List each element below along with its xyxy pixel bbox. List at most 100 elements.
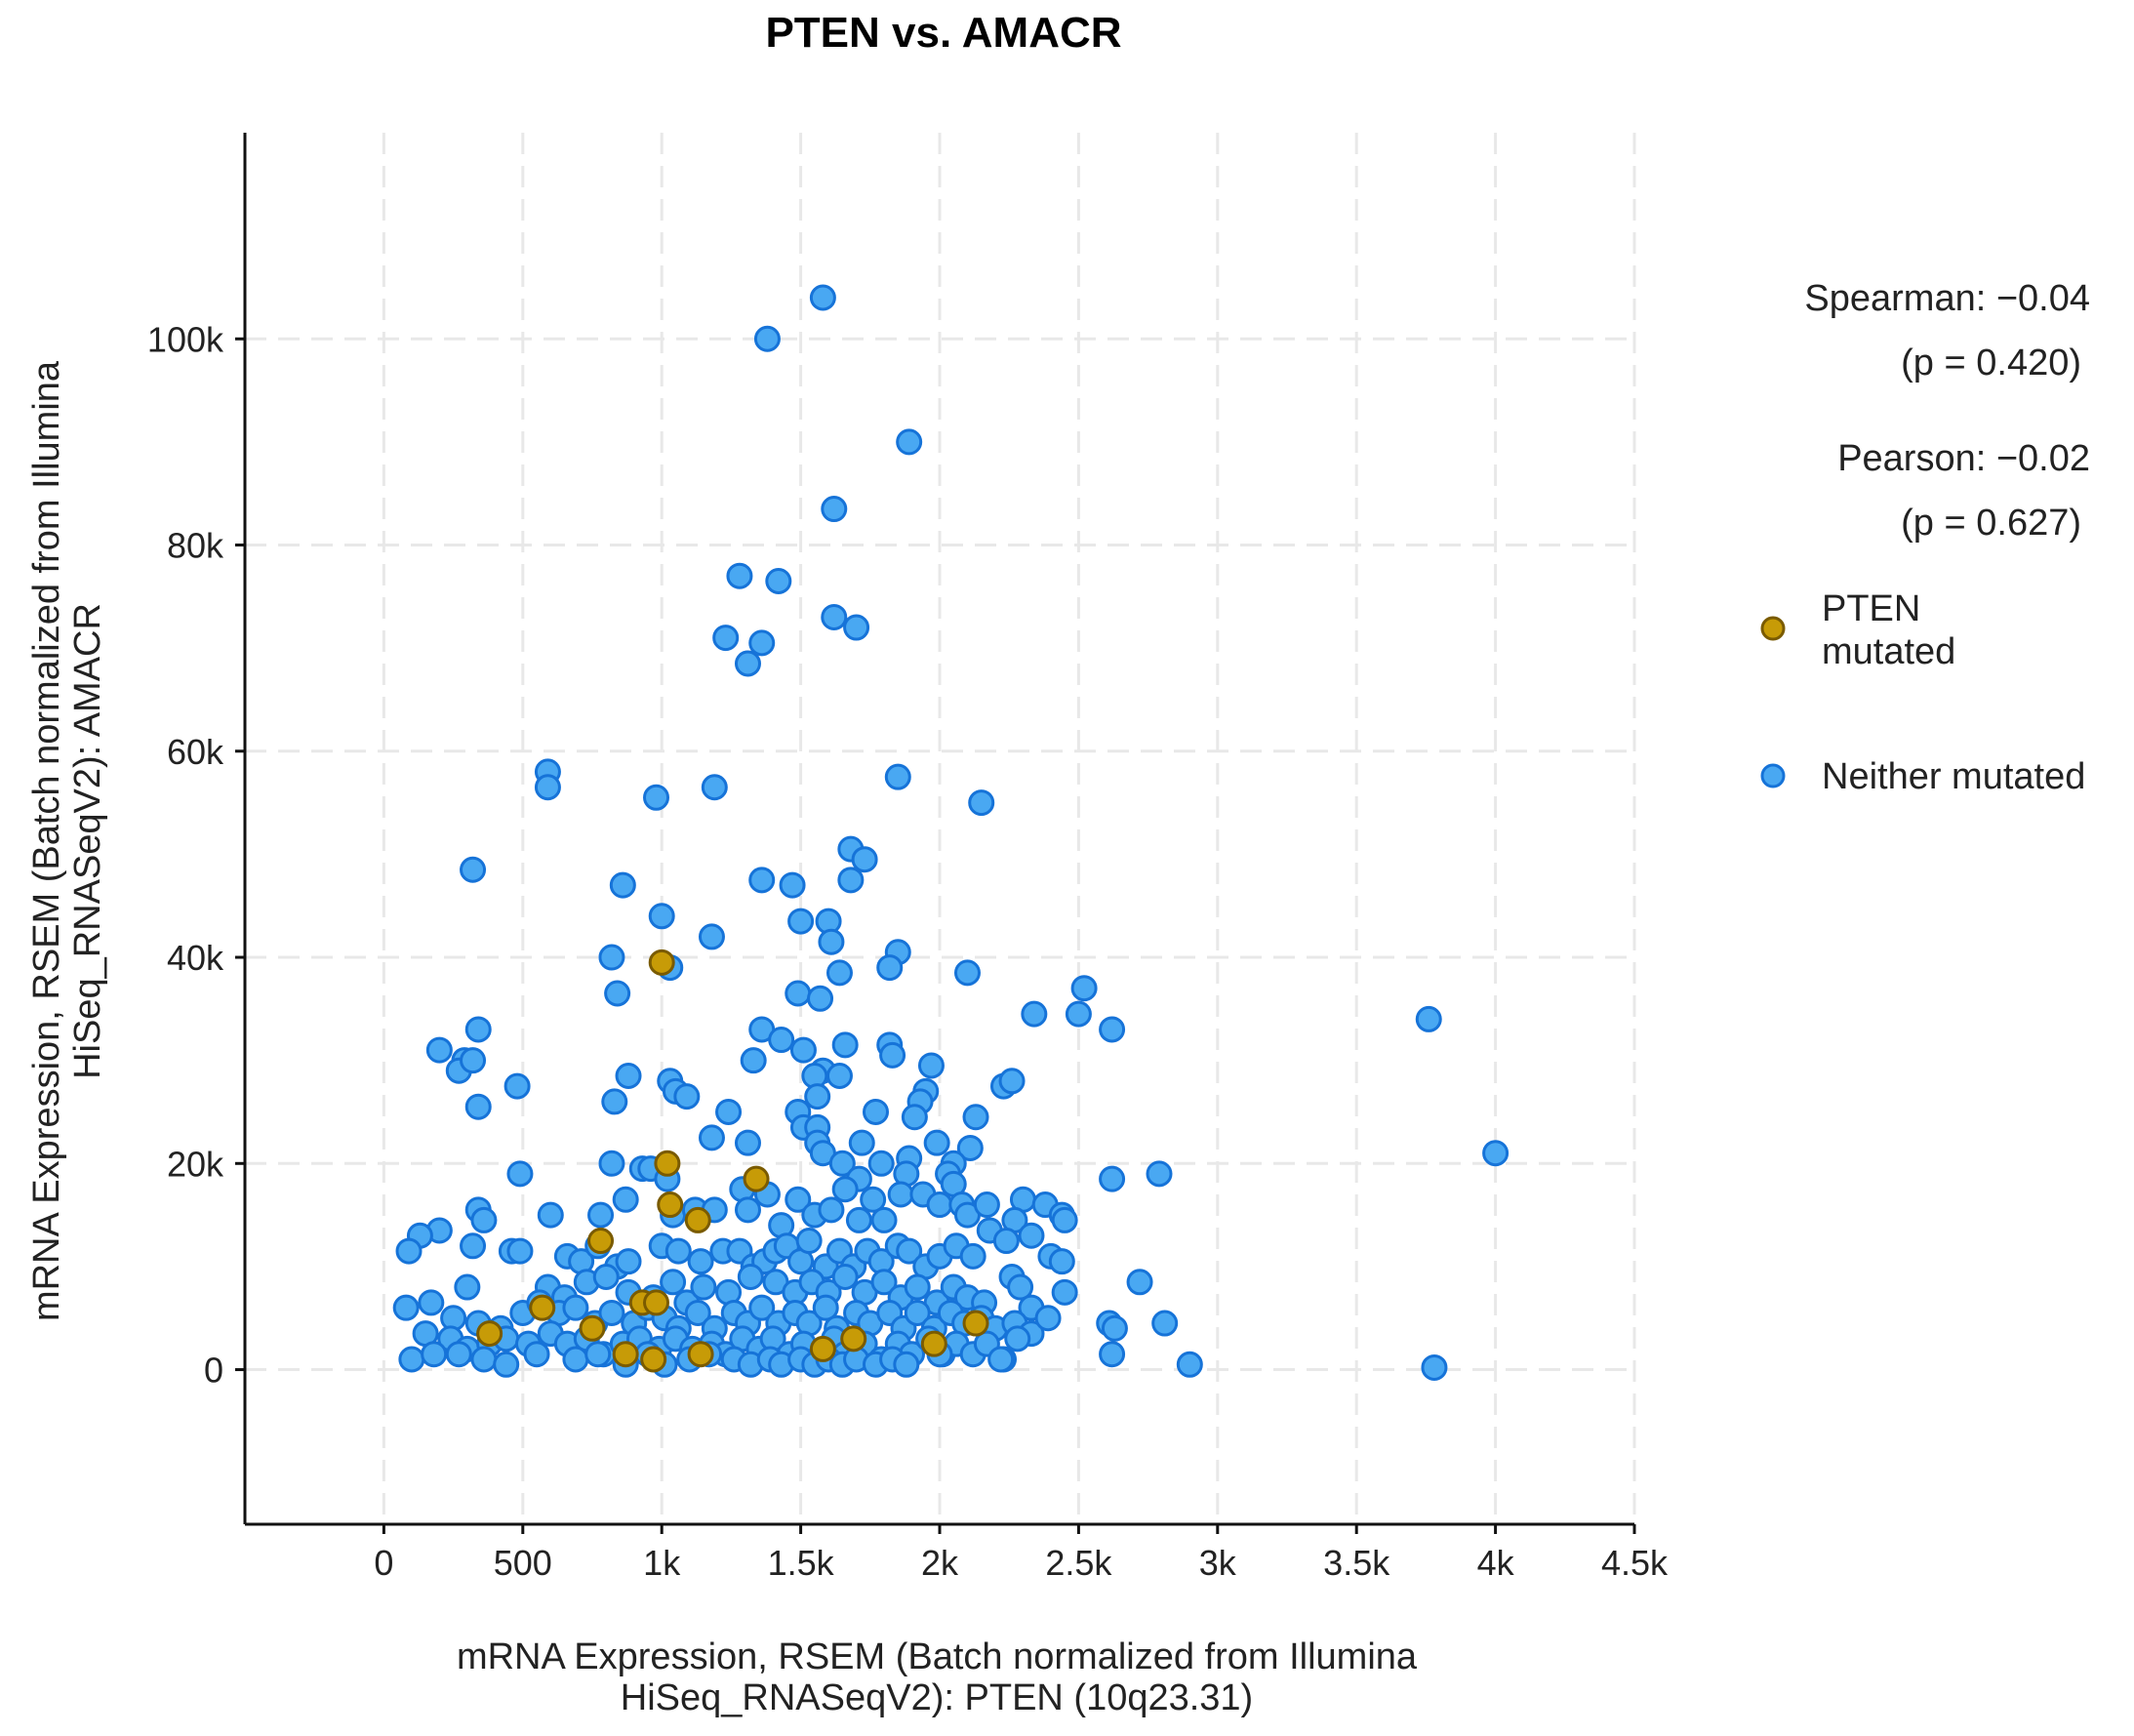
legend-item-neither-mutated[interactable]: Neither mutated (1760, 756, 2085, 797)
point-neither-mutated[interactable] (828, 1150, 856, 1177)
point-pten-mutated[interactable] (684, 1206, 711, 1233)
point-pten-mutated[interactable] (687, 1341, 714, 1368)
point-neither-mutated[interactable] (698, 1124, 725, 1151)
point-neither-mutated[interactable] (789, 1036, 817, 1064)
point-neither-mutated[interactable] (887, 1181, 914, 1208)
point-neither-mutated[interactable] (807, 985, 834, 1012)
point-neither-mutated[interactable] (1051, 1206, 1078, 1233)
point-neither-mutated[interactable] (734, 1196, 761, 1224)
point-neither-mutated[interactable] (737, 1263, 764, 1290)
point-neither-mutated[interactable] (734, 650, 761, 677)
point-neither-mutated[interactable] (726, 562, 753, 589)
point-neither-mutated[interactable] (503, 1072, 531, 1100)
point-neither-mutated[interactable] (664, 1237, 692, 1265)
point-neither-mutated[interactable] (785, 980, 812, 1007)
point-pten-mutated[interactable] (579, 1314, 606, 1342)
point-neither-mutated[interactable] (1176, 1351, 1203, 1378)
point-pten-mutated[interactable] (654, 1150, 681, 1177)
point-neither-mutated[interactable] (1070, 975, 1098, 1002)
point-neither-mutated[interactable] (715, 1098, 743, 1125)
point-neither-mutated[interactable] (418, 1289, 445, 1316)
point-pten-mutated[interactable] (643, 1289, 670, 1316)
legend-item-pten-mutated[interactable]: PTEN mutated (1760, 588, 1955, 672)
point-neither-mutated[interactable] (862, 1098, 889, 1125)
point-pten-mutated[interactable] (920, 1330, 947, 1357)
point-neither-mutated[interactable] (734, 1129, 761, 1156)
point-neither-mutated[interactable] (893, 1351, 920, 1378)
point-pten-mutated[interactable] (640, 1346, 667, 1373)
point-neither-mutated[interactable] (748, 629, 776, 657)
point-neither-mutated[interactable] (701, 774, 728, 801)
point-neither-mutated[interactable] (904, 1273, 931, 1301)
point-neither-mutated[interactable] (825, 1063, 853, 1090)
point-neither-mutated[interactable] (926, 1191, 953, 1219)
point-neither-mutated[interactable] (845, 1206, 872, 1233)
point-pten-mutated[interactable] (962, 1310, 989, 1337)
point-neither-mutated[interactable] (660, 1269, 687, 1296)
point-neither-mutated[interactable] (673, 1083, 701, 1110)
point-neither-mutated[interactable] (1099, 1341, 1126, 1368)
point-neither-mutated[interactable] (421, 1341, 448, 1368)
point-neither-mutated[interactable] (615, 1248, 642, 1275)
point-pten-mutated[interactable] (657, 1191, 684, 1219)
point-neither-mutated[interactable] (506, 1160, 534, 1188)
point-neither-mutated[interactable] (592, 1263, 620, 1290)
point-neither-mutated[interactable] (392, 1294, 420, 1321)
point-neither-mutated[interactable] (998, 1068, 1026, 1095)
point-neither-mutated[interactable] (1021, 1000, 1048, 1028)
point-pten-mutated[interactable] (476, 1320, 503, 1348)
point-neither-mutated[interactable] (601, 1088, 628, 1115)
point-neither-mutated[interactable] (584, 1341, 612, 1368)
point-neither-mutated[interactable] (690, 1273, 717, 1301)
point-neither-mutated[interactable] (956, 1134, 984, 1161)
point-neither-mutated[interactable] (460, 1047, 487, 1074)
point-neither-mutated[interactable] (904, 1299, 931, 1326)
point-neither-mutated[interactable] (445, 1341, 472, 1368)
point-neither-mutated[interactable] (851, 846, 878, 873)
point-pten-mutated[interactable] (743, 1165, 770, 1192)
point-neither-mutated[interactable] (1034, 1305, 1062, 1332)
point-pten-mutated[interactable] (529, 1294, 556, 1321)
point-neither-mutated[interactable] (1101, 1314, 1128, 1342)
point-neither-mutated[interactable] (765, 567, 792, 594)
point-neither-mutated[interactable] (1146, 1160, 1173, 1188)
point-neither-mutated[interactable] (687, 1248, 714, 1275)
point-neither-mutated[interactable] (398, 1346, 425, 1373)
point-neither-mutated[interactable] (821, 603, 848, 630)
point-neither-mutated[interactable] (901, 1104, 928, 1131)
point-neither-mutated[interactable] (818, 1196, 845, 1224)
point-neither-mutated[interactable] (748, 1294, 776, 1321)
point-neither-mutated[interactable] (896, 1237, 923, 1265)
point-neither-mutated[interactable] (860, 1186, 887, 1213)
point-neither-mutated[interactable] (1099, 1016, 1126, 1043)
point-neither-mutated[interactable] (740, 1047, 767, 1074)
point-neither-mutated[interactable] (848, 1129, 875, 1156)
point-pten-mutated[interactable] (587, 1228, 615, 1255)
point-pten-mutated[interactable] (840, 1325, 867, 1352)
point-neither-mutated[interactable] (809, 284, 836, 311)
point-neither-mutated[interactable] (460, 856, 487, 883)
point-neither-mutated[interactable] (867, 1150, 895, 1177)
point-neither-mutated[interactable] (1004, 1325, 1031, 1352)
point-neither-mutated[interactable] (753, 325, 781, 352)
point-neither-mutated[interactable] (812, 1294, 839, 1321)
point-neither-mutated[interactable] (1048, 1248, 1075, 1275)
point-neither-mutated[interactable] (470, 1346, 498, 1373)
point-neither-mutated[interactable] (821, 496, 848, 523)
point-pten-mutated[interactable] (612, 1341, 639, 1368)
point-neither-mutated[interactable] (831, 1176, 859, 1203)
point-neither-mutated[interactable] (917, 1052, 945, 1079)
point-neither-mutated[interactable] (1007, 1273, 1034, 1301)
point-neither-mutated[interactable] (953, 959, 981, 987)
point-neither-mutated[interactable] (748, 867, 776, 894)
point-neither-mutated[interactable] (493, 1351, 520, 1378)
point-neither-mutated[interactable] (464, 1093, 492, 1120)
point-neither-mutated[interactable] (818, 928, 845, 955)
point-neither-mutated[interactable] (506, 1237, 534, 1265)
point-neither-mutated[interactable] (562, 1294, 589, 1321)
point-neither-mutated[interactable] (537, 1201, 564, 1229)
point-neither-mutated[interactable] (1151, 1310, 1179, 1337)
point-neither-mutated[interactable] (1482, 1140, 1510, 1167)
point-neither-mutated[interactable] (609, 871, 636, 899)
point-neither-mutated[interactable] (470, 1206, 498, 1233)
